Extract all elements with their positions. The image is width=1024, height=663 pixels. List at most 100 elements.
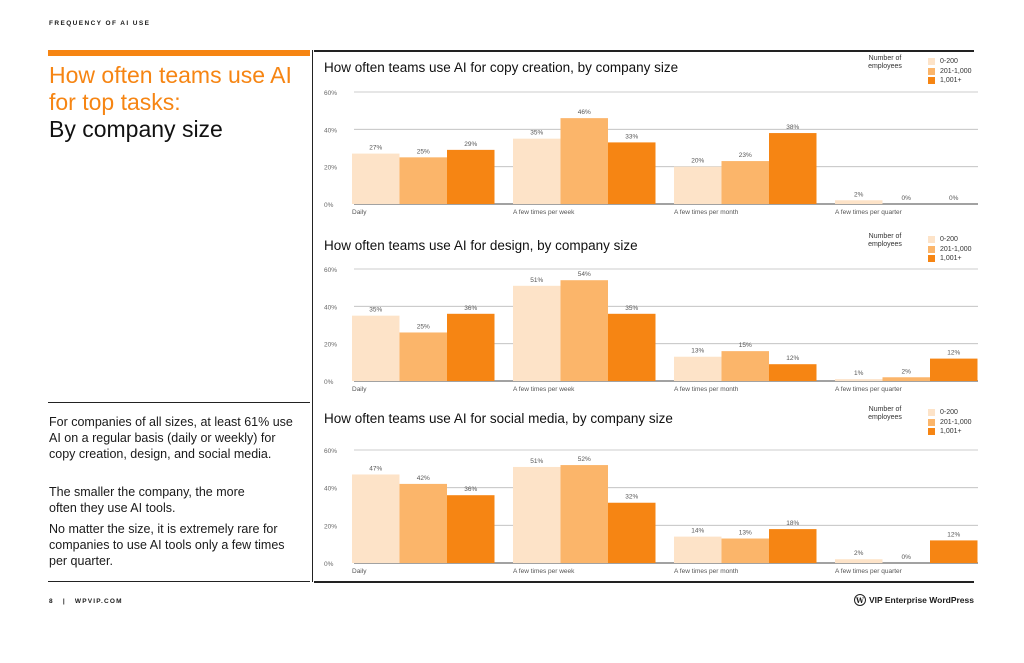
data-label: 13% — [691, 348, 704, 355]
x-tick-label: A few times per quarter — [835, 386, 903, 393]
wordpress-logo-icon: W — [853, 594, 866, 606]
bar — [352, 153, 400, 204]
accent-rule — [48, 50, 310, 56]
copy-creation-chart: How often teams use AI for copy creation… — [314, 52, 978, 230]
legend-label: 201-1,000 — [940, 245, 972, 253]
data-label: 51% — [530, 458, 543, 465]
left-mid-rule — [48, 402, 310, 403]
data-label: 1% — [854, 370, 864, 377]
y-tick-label: 40% — [324, 127, 337, 134]
legend: 0-200 201-1,000 1,001+ — [928, 235, 972, 264]
title-orange: How often teams use AI for top tasks: — [49, 62, 292, 115]
bar — [399, 483, 447, 563]
bar — [769, 133, 817, 204]
data-label: 42% — [417, 475, 430, 482]
bar — [882, 377, 930, 381]
data-label: 47% — [369, 465, 382, 472]
bar — [674, 536, 722, 563]
chart-top-rule — [314, 50, 974, 52]
bar — [835, 379, 883, 381]
x-tick-label: Daily — [352, 568, 367, 575]
y-tick-label: 60% — [324, 267, 337, 274]
legend-label: 201-1,000 — [940, 67, 972, 75]
legend-item: 0-200 — [928, 57, 972, 67]
legend-label: 1,001+ — [940, 77, 962, 85]
data-label: 46% — [578, 109, 591, 116]
bar — [513, 285, 561, 381]
legend-item: 1,001+ — [928, 76, 972, 86]
chart-plot: 0% 20% 40% 60% 47% 42% 36% Daily 51% 52% 32% A few … — [324, 448, 978, 575]
data-label: 33% — [625, 133, 638, 140]
bar — [835, 559, 883, 563]
bar — [352, 474, 400, 563]
data-label: 51% — [530, 277, 543, 284]
data-label: 18% — [786, 520, 799, 527]
data-label: 0% — [902, 554, 912, 561]
y-tick-label: 60% — [324, 448, 337, 455]
bar — [399, 332, 447, 381]
legend-swatch — [928, 245, 935, 253]
data-label: 27% — [369, 145, 382, 152]
data-label: 23% — [739, 152, 752, 159]
body-paragraph-2: The smaller the company, the more often … — [49, 485, 245, 515]
chart-plot: 0% 20% 40% 60% 27% 25% 29% Daily 35% 46% 33% A few … — [324, 90, 978, 216]
y-tick-label: 20% — [324, 523, 337, 530]
bar — [608, 142, 656, 204]
bar — [930, 358, 978, 381]
legend-swatch — [928, 58, 935, 66]
data-label: 2% — [854, 550, 864, 557]
legend-item: 201-1,000 — [928, 245, 972, 255]
bar — [835, 200, 883, 204]
x-tick-label: A few times per quarter — [835, 568, 903, 575]
legend-label: 0-200 — [940, 409, 958, 417]
data-label: 36% — [464, 486, 477, 493]
title-black: By company size — [49, 116, 223, 142]
data-label: 25% — [417, 323, 430, 330]
data-label: 36% — [464, 305, 477, 312]
y-tick-label: 0% — [324, 561, 334, 568]
data-label: 2% — [902, 368, 912, 375]
data-label: 35% — [530, 130, 543, 137]
bar — [447, 495, 495, 563]
bar — [513, 138, 561, 204]
data-label: 15% — [739, 342, 752, 349]
legend-label: 0-200 — [940, 236, 958, 244]
data-label: 38% — [786, 124, 799, 131]
y-tick-label: 60% — [324, 90, 337, 97]
y-tick-label: 40% — [324, 486, 337, 493]
data-label: 12% — [786, 355, 799, 362]
legend: 0-200 201-1,000 1,001+ — [928, 408, 972, 437]
design-chart: How often teams use AI for design, by co… — [314, 230, 978, 400]
footer-brand: W VIP Enterprise WordPress — [853, 594, 974, 606]
legend-swatch — [928, 236, 935, 244]
bar — [930, 540, 978, 563]
y-tick-label: 0% — [324, 379, 334, 386]
data-label: 52% — [578, 456, 591, 463]
data-label: 14% — [691, 528, 704, 535]
left-bottom-rule — [48, 581, 310, 582]
y-tick-label: 20% — [324, 165, 337, 172]
bar — [560, 465, 608, 563]
bar — [399, 157, 447, 204]
body-paragraph-1: For companies of all sizes, at least 61%… — [49, 415, 293, 461]
data-label: 13% — [739, 530, 752, 537]
data-label: 35% — [369, 307, 382, 314]
bar — [608, 313, 656, 381]
body-paragraph-3: No matter the size, it is extremely rare… — [49, 522, 285, 568]
x-tick-label: A few times per week — [513, 209, 575, 216]
legend-swatch — [928, 409, 935, 417]
bar — [352, 315, 400, 381]
legend-title: Number of employees — [868, 233, 902, 248]
bar — [721, 351, 769, 381]
legend-swatch — [928, 67, 935, 75]
x-tick-label: A few times per week — [513, 568, 575, 575]
chart-plot: 0% 20% 40% 60% 35% 25% 36% Daily 51% 54% 35% A few … — [324, 267, 978, 393]
chart-title: How often teams use AI for design, by co… — [324, 238, 638, 253]
data-label: 35% — [625, 305, 638, 312]
page-title: How often teams use AI for top tasks: By… — [49, 62, 299, 143]
data-label: 2% — [854, 191, 864, 198]
bar — [721, 538, 769, 563]
data-label: 29% — [464, 141, 477, 148]
x-tick-label: A few times per month — [674, 209, 739, 216]
y-tick-label: 20% — [324, 342, 337, 349]
